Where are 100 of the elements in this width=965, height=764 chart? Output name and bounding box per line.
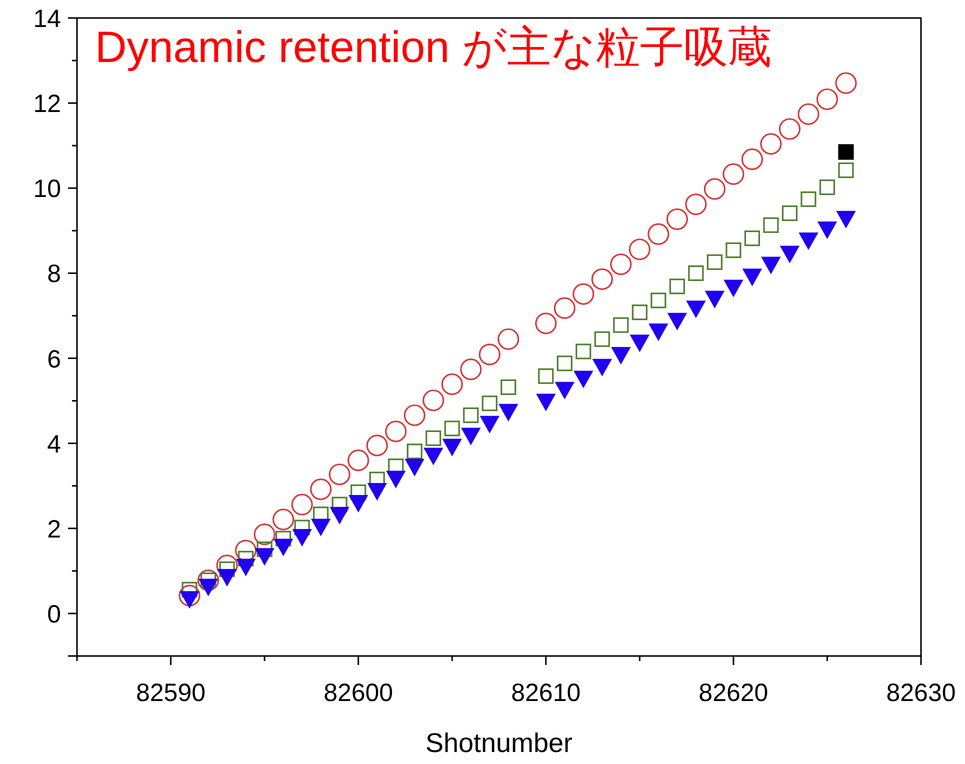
point	[368, 483, 387, 500]
point	[666, 208, 688, 230]
point	[592, 358, 612, 376]
point	[180, 591, 200, 608]
point	[628, 238, 650, 260]
point	[463, 407, 479, 424]
x-tick-label: 82630	[886, 679, 956, 707]
point	[385, 420, 407, 442]
point	[610, 253, 632, 276]
point	[668, 312, 687, 330]
x-tick-label: 82590	[136, 679, 206, 707]
point	[724, 280, 743, 297]
point	[760, 133, 782, 155]
point	[782, 205, 798, 222]
point	[498, 404, 518, 421]
point	[556, 356, 572, 372]
point	[254, 524, 276, 546]
point	[650, 292, 666, 308]
point	[800, 191, 816, 207]
point	[366, 434, 388, 456]
y-tick-label: 0	[47, 600, 61, 628]
point	[726, 242, 742, 258]
point	[838, 162, 854, 178]
x-tick-label: 82610	[511, 679, 581, 707]
point	[838, 144, 854, 160]
point	[648, 324, 668, 341]
point	[480, 416, 500, 433]
point	[255, 548, 274, 566]
point	[500, 379, 516, 395]
point	[274, 538, 293, 556]
point	[780, 246, 800, 263]
point	[461, 428, 480, 445]
point	[441, 373, 463, 396]
point	[835, 72, 857, 94]
point	[404, 404, 426, 426]
point	[741, 148, 763, 170]
point	[406, 444, 422, 460]
point	[498, 328, 520, 350]
point	[291, 494, 313, 516]
y-tick-label: 14	[33, 5, 62, 33]
point	[460, 358, 482, 380]
point	[836, 210, 856, 228]
point	[722, 163, 744, 185]
point	[405, 458, 424, 476]
point	[705, 290, 724, 308]
point	[348, 494, 368, 512]
point	[816, 88, 838, 110]
point	[594, 331, 610, 347]
point	[591, 268, 613, 290]
y-tick-label: 8	[47, 260, 61, 288]
x-axis-title: Shotnumber	[425, 728, 573, 758]
point	[482, 396, 498, 412]
y-tick-label: 6	[47, 345, 61, 374]
point	[554, 297, 576, 319]
point	[818, 221, 837, 238]
point	[424, 448, 443, 465]
point	[798, 232, 818, 250]
point	[704, 178, 726, 200]
point	[706, 254, 722, 270]
point	[819, 179, 836, 196]
point	[536, 394, 556, 411]
point	[572, 283, 594, 305]
point	[386, 470, 406, 488]
point	[236, 558, 256, 576]
point	[422, 390, 444, 412]
point	[744, 230, 760, 246]
point	[538, 368, 554, 384]
point	[576, 344, 592, 360]
point	[685, 193, 707, 216]
point	[632, 304, 648, 320]
point	[574, 370, 593, 388]
point	[292, 528, 312, 546]
point	[742, 268, 762, 286]
x-tick-label: 82600	[324, 679, 394, 707]
point	[535, 312, 557, 334]
point	[218, 568, 237, 586]
point	[611, 346, 630, 364]
point	[630, 334, 650, 352]
y-tick-label: 2	[47, 515, 61, 544]
point	[311, 518, 330, 536]
point	[686, 300, 706, 318]
point	[272, 508, 294, 530]
x-tick-label: 82620	[698, 679, 768, 707]
y-tick-label: 4	[47, 430, 62, 458]
chart-title: Dynamic retention が主な粒子吸蔵	[95, 23, 772, 72]
point	[478, 344, 500, 366]
y-tick-label: 12	[33, 90, 61, 118]
point	[442, 438, 462, 456]
point	[688, 265, 704, 281]
point	[348, 450, 370, 472]
point	[555, 382, 574, 399]
point	[330, 506, 350, 524]
point	[198, 578, 218, 596]
point	[444, 420, 460, 436]
point	[778, 118, 801, 140]
point	[669, 278, 685, 294]
point	[426, 430, 442, 446]
point	[350, 484, 366, 500]
point	[761, 256, 780, 274]
point	[328, 464, 350, 486]
